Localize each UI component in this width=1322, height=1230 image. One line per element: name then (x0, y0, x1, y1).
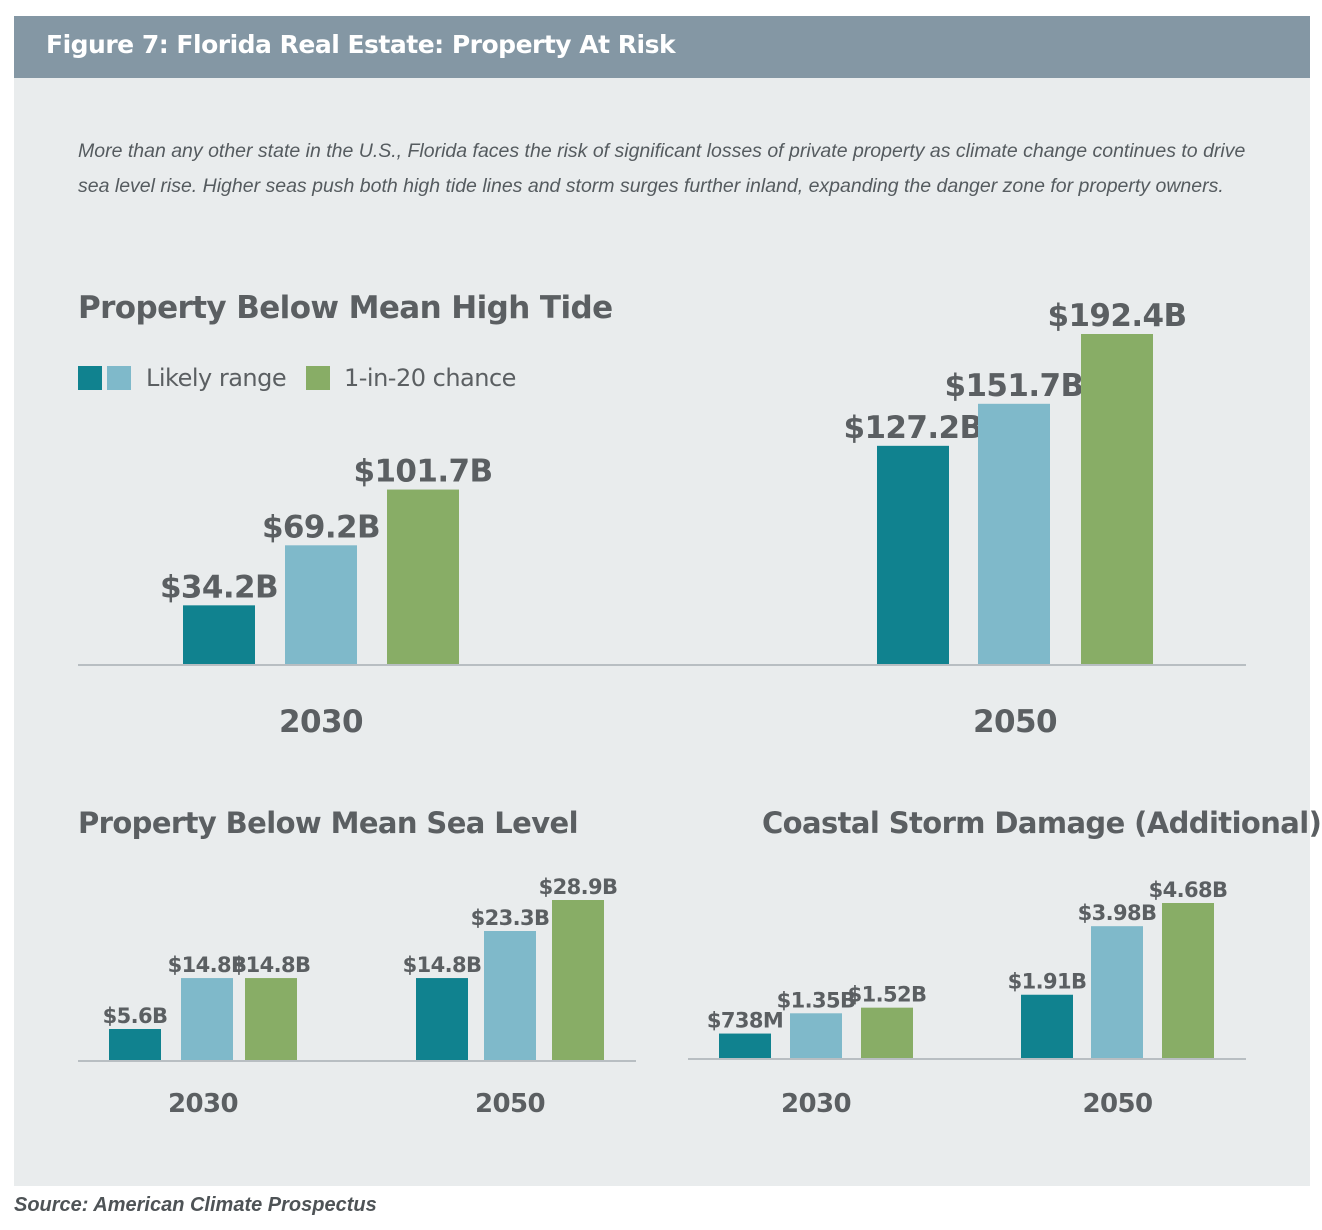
bar-value-label: $4.68B (1149, 878, 1228, 902)
category-label-2050: 2050 (973, 704, 1057, 740)
bar-2030-series-0 (109, 1028, 161, 1060)
bar-value-label: $1.91B (1008, 970, 1087, 994)
source-note: Source: American Climate Prospectus (14, 1194, 377, 1216)
bar-value-label: $738M (707, 1009, 783, 1033)
bar-2050-series-0 (877, 445, 949, 664)
bar-value-label: $34.2B (160, 569, 278, 605)
bar-value-label: $14.8B (232, 953, 311, 977)
bar-value-label: $69.2B (262, 509, 380, 545)
chart-title-high-tide: Property Below Mean High Tide (78, 290, 613, 326)
bar-value-label: $3.98B (1078, 901, 1157, 925)
bar-2030-series-1 (181, 978, 233, 1060)
bar-value-label: $127.2B (843, 410, 982, 446)
bar-value-label: $5.6B (103, 1004, 168, 1028)
chart-storm-damage: $738M$1.35B$1.52B 2030 $1.91B $3.98B$4.68B 2… (688, 878, 1246, 1119)
bar-value-label: $14.8B (403, 953, 482, 977)
bar-2050-series-2 (552, 900, 604, 1060)
bar-2050-series-1 (1091, 926, 1143, 1058)
bar-value-label: $1.52B (848, 983, 927, 1007)
bar-value-label: $28.9B (539, 875, 618, 899)
bar-2050-series-1 (484, 931, 536, 1060)
bar-2030-series-2 (245, 978, 297, 1060)
legend-swatch-likely-high (107, 366, 131, 390)
bar-value-label: $151.7B (944, 368, 1083, 404)
bar-2050-series-2 (1081, 334, 1153, 664)
legend-label-chance: 1-in-20 chance (344, 364, 516, 392)
bar-2030-series-2 (861, 1007, 913, 1058)
bar-2030-series-0 (719, 1033, 771, 1058)
legend-swatch-chance (306, 366, 330, 390)
bar-2050-series-2 (1162, 903, 1214, 1058)
category-label-2030: 2030 (279, 704, 363, 740)
legend-label-likely: Likely range (146, 364, 287, 392)
figure-panel: Figure 7: Florida Real Estate: Property … (14, 16, 1322, 1186)
category-label-2030: 2030 (168, 1089, 238, 1119)
chart-title-storm-damage: Coastal Storm Damage (Additional) (762, 806, 1322, 840)
chart-high-tide: $34.2B $69.2B $101.7B 2030 $127.2B $151.7B $19… (78, 298, 1246, 740)
bar-2050-series-0 (416, 978, 468, 1060)
bar-value-label: $23.3B (471, 906, 550, 930)
chart-title-sea-level: Property Below Mean Sea Level (78, 806, 579, 840)
bar-value-label: $14.8B (168, 953, 247, 977)
bar-value-label: $101.7B (353, 454, 492, 490)
bar-2050-series-1 (978, 403, 1050, 664)
category-label-2050: 2050 (475, 1089, 545, 1119)
bar-value-label: $1.35B (777, 988, 856, 1012)
bar-2030-series-1 (285, 545, 357, 664)
bar-2050-series-0 (1021, 994, 1073, 1058)
category-label-2050: 2050 (1083, 1089, 1153, 1119)
figure-title: Figure 7: Florida Real Estate: Property … (46, 30, 676, 59)
category-label-2030: 2030 (781, 1089, 851, 1119)
bar-2030-series-2 (387, 489, 459, 664)
figure-header: Figure 7: Florida Real Estate: Property … (14, 16, 1310, 78)
bar-value-label: $192.4B (1047, 298, 1186, 334)
intro-text: More than any other state in the U.S., F… (78, 140, 1246, 197)
bar-2030-series-0 (183, 605, 255, 664)
legend-swatch-likely-low (78, 366, 102, 390)
chart-sea-level: $5.6B$14.8B$14.8B2030$14.8B$23.3B$28.9B2… (78, 875, 636, 1119)
bar-2030-series-1 (790, 1013, 842, 1058)
